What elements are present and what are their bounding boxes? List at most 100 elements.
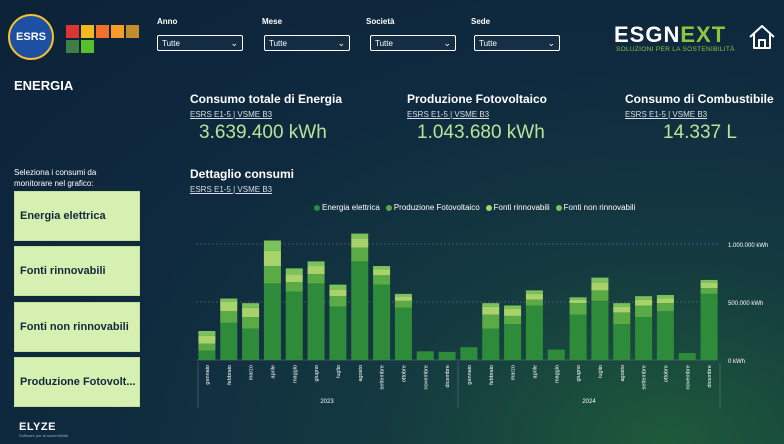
bar-segment[interactable] [416,351,434,360]
bar-segment[interactable] [329,284,347,290]
kpi-link[interactable]: ESRS E1-5 | VSME B3 [190,110,273,119]
bar-segment[interactable] [700,288,718,294]
x-tick-label: agosto [620,365,626,382]
bar-segment[interactable] [263,250,281,267]
bar-segment[interactable] [373,266,391,270]
bar-segment[interactable] [351,247,369,262]
bar-segment[interactable] [198,331,216,336]
home-icon[interactable] [748,24,776,50]
bar-segment[interactable] [307,266,325,275]
bar-segment[interactable] [329,289,347,297]
bar-segment[interactable] [482,314,500,329]
bar-segment[interactable] [504,308,522,316]
sidebar-button-fonti-non-rinnovabili[interactable]: Fonti non rinnovabili [14,302,140,352]
bar-segment[interactable] [198,350,216,360]
legend-item[interactable]: Energia elettrica [314,203,380,212]
bar-segment[interactable] [635,305,653,318]
bar-segment[interactable] [242,317,260,329]
bar-segment[interactable] [351,238,369,248]
bar-segment[interactable] [482,303,500,307]
bar-segment[interactable] [656,303,674,312]
bar-segment[interactable] [482,328,500,360]
bar-segment[interactable] [569,299,587,304]
bar-segment[interactable] [635,296,653,300]
bar-segment[interactable] [438,351,456,360]
bar-segment[interactable] [394,296,412,301]
bar-segment[interactable] [700,279,718,283]
bar-segment[interactable] [525,290,543,294]
bar-segment[interactable] [220,311,238,323]
bar-segment[interactable] [591,290,609,301]
kpi-link[interactable]: ESRS E1-5 | VSME B3 [625,110,708,119]
bar-segment[interactable] [263,240,281,251]
bar-segment[interactable] [569,314,587,360]
bar-segment[interactable] [569,303,587,315]
bar-segment[interactable] [591,300,609,360]
bar-segment[interactable] [220,298,238,302]
bar-segment[interactable] [547,349,565,360]
bar-segment[interactable] [220,302,238,312]
bar-segment[interactable] [613,312,631,325]
bar-segment[interactable] [351,261,369,360]
bar-segment[interactable] [460,347,478,360]
bar-segment[interactable] [394,293,412,297]
legend-item[interactable]: Produzione Fotovoltaico [385,203,480,212]
bar-segment[interactable] [285,282,303,292]
bar-segment[interactable] [482,306,500,315]
bar-segment[interactable] [329,296,347,307]
bar-segment[interactable] [263,283,281,360]
sidebar-button-fonti-rinnovabili[interactable]: Fonti rinnovabili [14,246,140,296]
bar-segment[interactable] [569,297,587,300]
filter-societa-select[interactable]: Tutte ⌄ [370,35,456,51]
bar-segment[interactable] [591,282,609,291]
bar-segment[interactable] [198,343,216,351]
filter-sede-select[interactable]: Tutte ⌄ [474,35,560,51]
bar-segment[interactable] [504,315,522,325]
bar-segment[interactable] [285,291,303,360]
bar-segment[interactable] [373,269,391,276]
bar-segment[interactable] [700,282,718,289]
bar-segment[interactable] [285,268,303,275]
bar-segment[interactable] [591,277,609,283]
bar-segment[interactable] [504,324,522,360]
bar-segment[interactable] [394,307,412,360]
bar-segment[interactable] [373,275,391,285]
bar-segment[interactable] [263,266,281,284]
bar-segment[interactable] [613,324,631,360]
bar-segment[interactable] [307,283,325,360]
bar-segment[interactable] [656,298,674,304]
bar-segment[interactable] [525,299,543,306]
x-tick-label: marzo [511,365,517,380]
bar-segment[interactable] [656,311,674,360]
bar-segment[interactable] [351,233,369,239]
sidebar-button-energia-elettrica[interactable]: Energia elettrica [14,191,140,241]
bar-segment[interactable] [635,317,653,360]
filter-anno-select[interactable]: Tutte ⌄ [157,35,243,51]
bar-segment[interactable] [307,261,325,267]
detail-link[interactable]: ESRS E1-5 | VSME B3 [190,185,273,194]
bar-segment[interactable] [285,274,303,283]
bar-segment[interactable] [504,305,522,309]
legend-item[interactable]: Fonti rinnovabili [485,203,550,212]
bar-segment[interactable] [613,306,631,313]
bar-segment[interactable] [656,295,674,299]
bar-segment[interactable] [242,328,260,360]
bar-segment[interactable] [525,305,543,360]
bar-segment[interactable] [635,299,653,306]
legend-item[interactable]: Fonti non rinnovabili [555,203,635,212]
bar-segment[interactable] [242,303,260,308]
bar-segment[interactable] [198,335,216,344]
bar-segment[interactable] [373,284,391,360]
sidebar-button-produzione-fotovoltaico[interactable]: Produzione Fotovolt... [14,357,140,407]
bar-segment[interactable] [307,274,325,284]
bar-segment[interactable] [678,353,696,360]
bar-segment[interactable] [525,293,543,300]
bar-segment[interactable] [329,306,347,360]
bar-segment[interactable] [394,300,412,308]
kpi-link[interactable]: ESRS E1-5 | VSME B3 [407,110,490,119]
bar-segment[interactable] [613,303,631,307]
bar-segment[interactable] [242,307,260,318]
filter-mese-select[interactable]: Tutte ⌄ [264,35,350,51]
bar-segment[interactable] [220,322,238,360]
bar-segment[interactable] [700,293,718,360]
